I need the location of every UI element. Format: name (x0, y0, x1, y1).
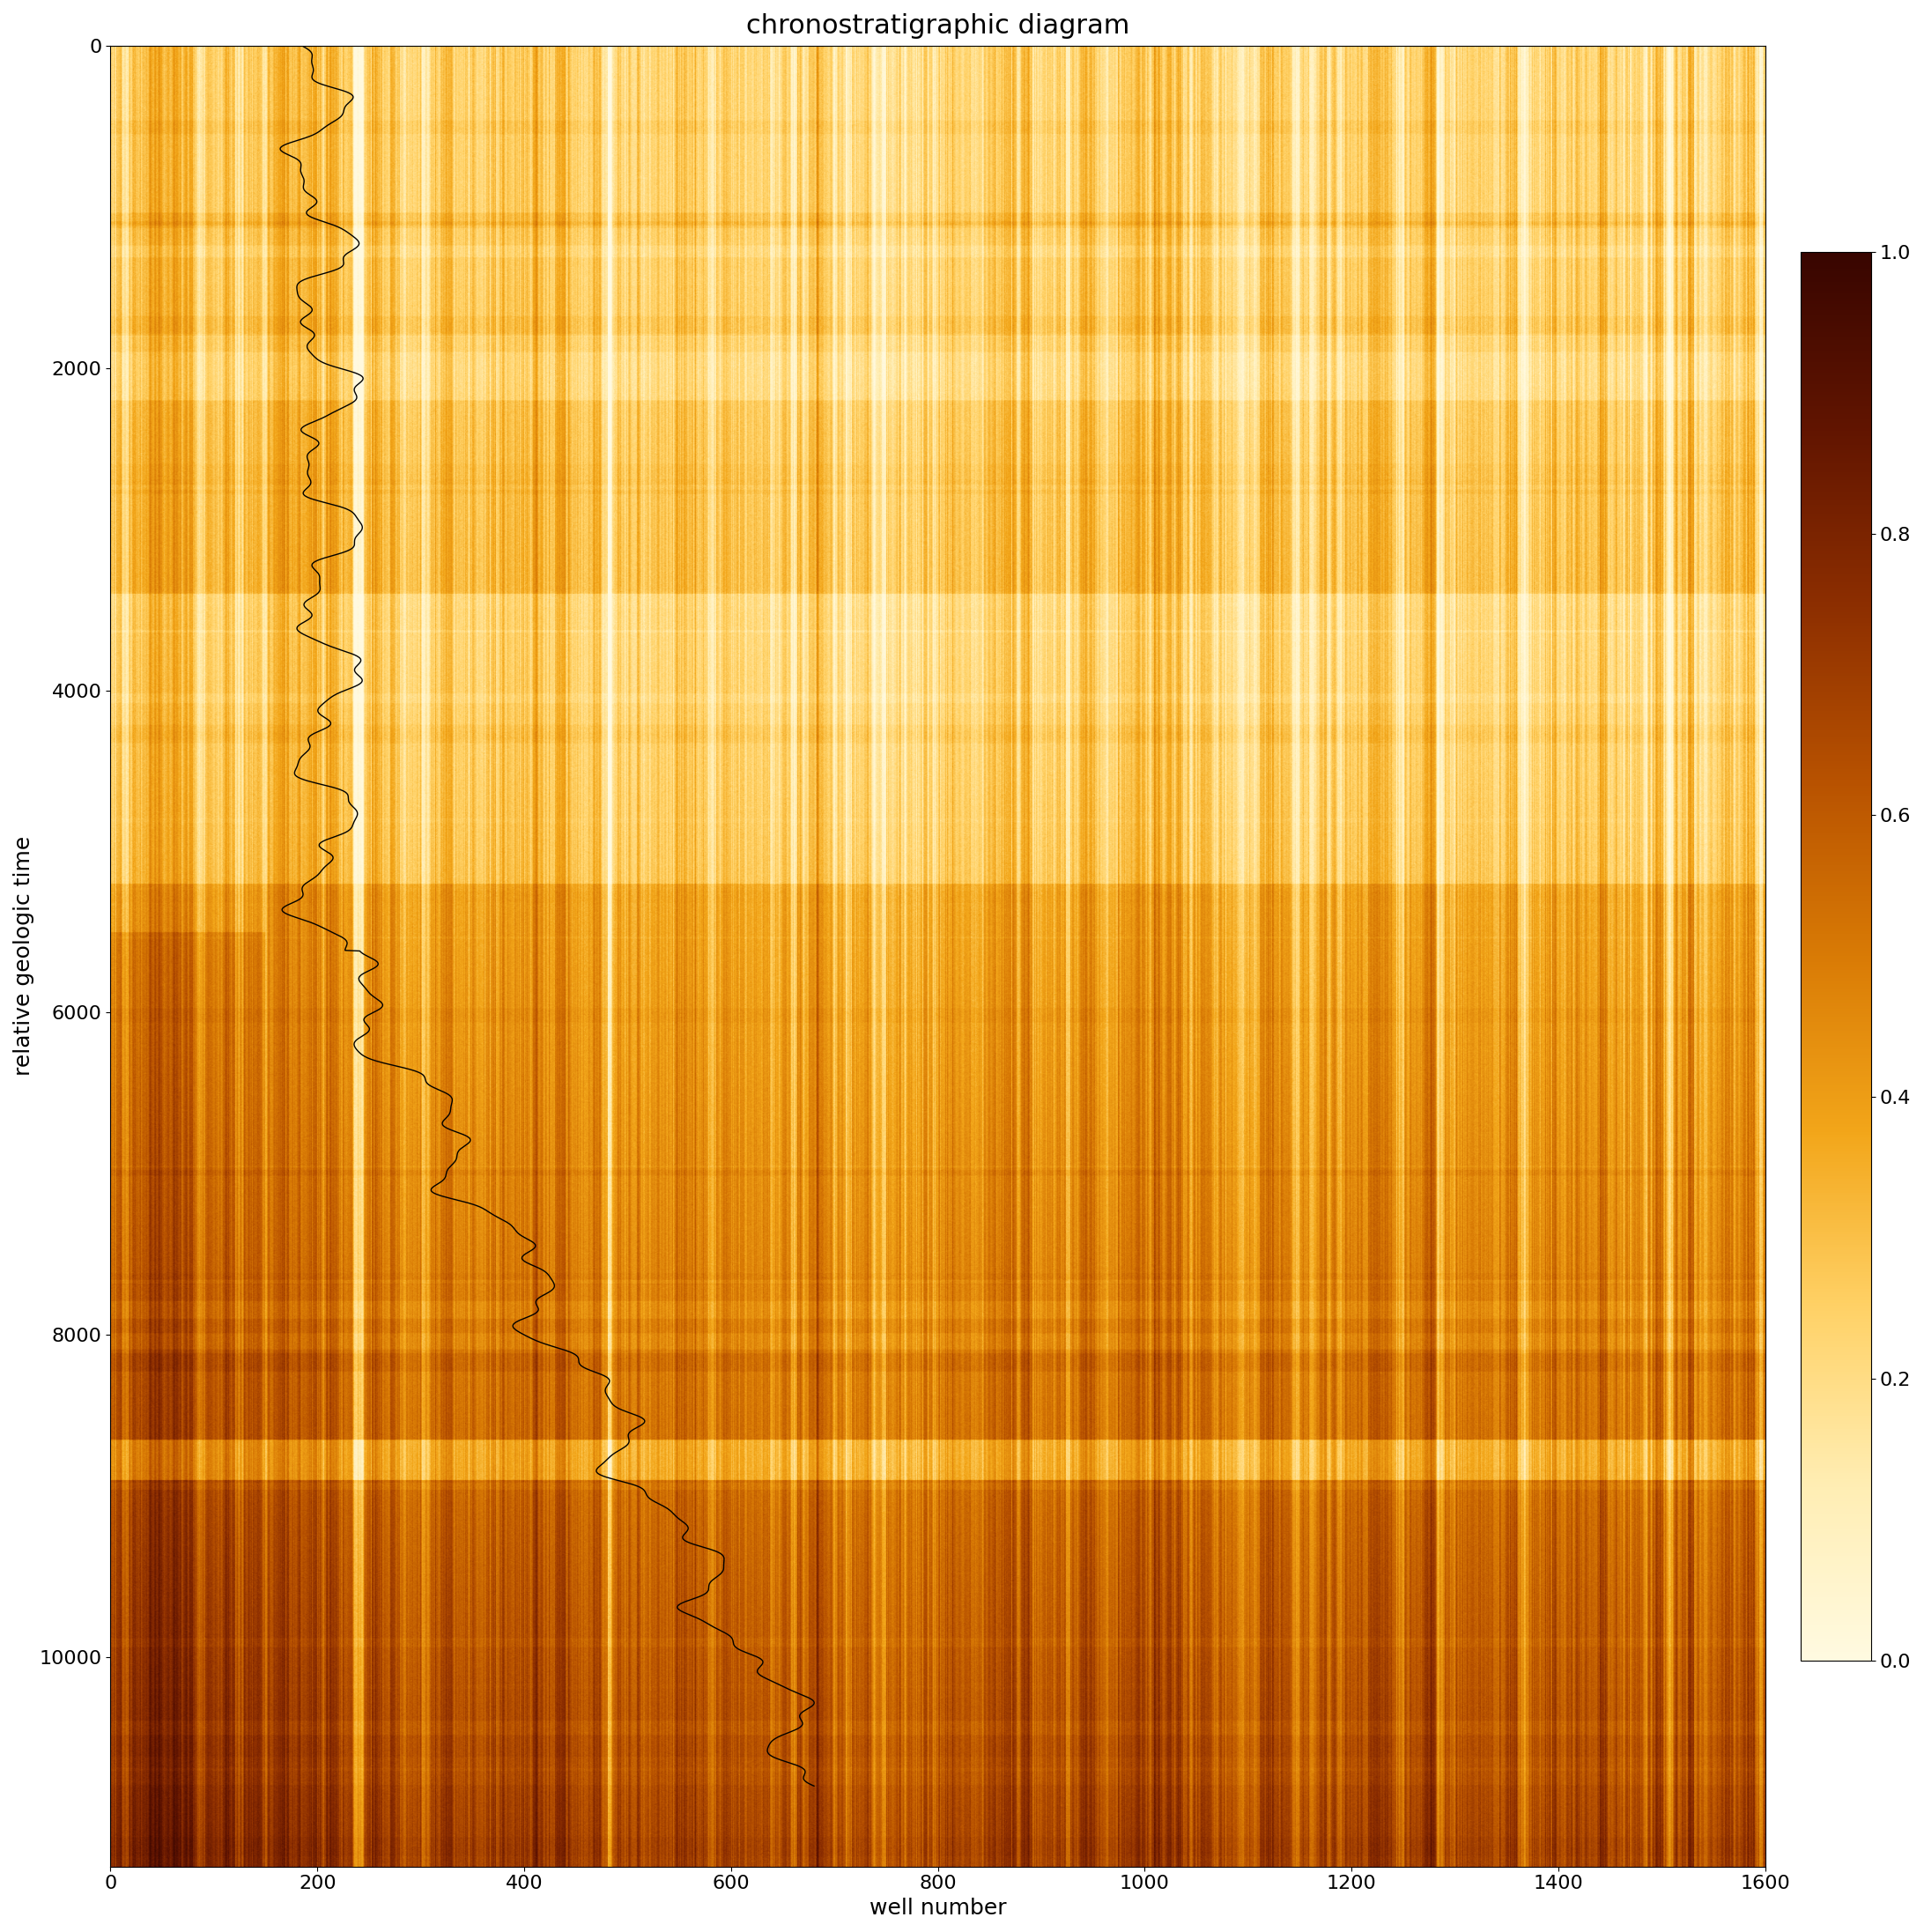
Title: chronostratigraphic diagram: chronostratigraphic diagram (747, 14, 1129, 39)
X-axis label: well number: well number (870, 1897, 1006, 1918)
Y-axis label: relative geologic time: relative geologic time (13, 837, 35, 1076)
